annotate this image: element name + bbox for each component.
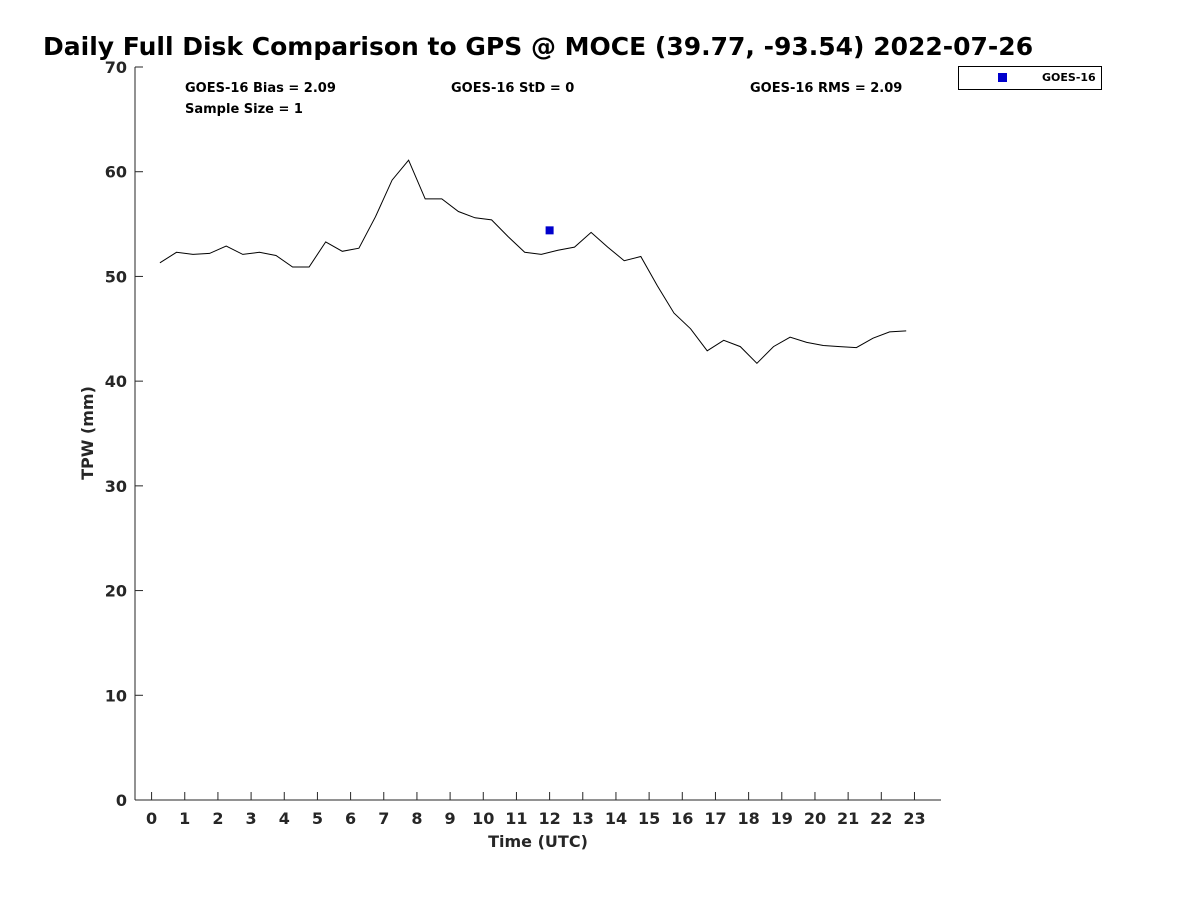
x-tick-label: 0 — [146, 809, 157, 828]
y-axis-ticks: 0 10 20 30 40 50 60 70 — [105, 58, 143, 810]
x-tick-label: 18 — [737, 809, 759, 828]
x-tick-label: 9 — [445, 809, 456, 828]
x-tick-label: 5 — [312, 809, 323, 828]
x-tick-label: 3 — [246, 809, 257, 828]
stat-bias: GOES-16 Bias = 2.09 — [185, 81, 336, 96]
x-tick-label: 19 — [771, 809, 793, 828]
y-tick-label: 0 — [116, 791, 127, 810]
x-tick-label: 12 — [538, 809, 560, 828]
y-tick-label: 30 — [105, 477, 127, 496]
stat-sample-size: Sample Size = 1 — [185, 102, 303, 117]
y-axis-label: TPW (mm) — [78, 386, 97, 480]
x-tick-label: 4 — [279, 809, 290, 828]
x-tick-label: 10 — [472, 809, 494, 828]
series-layer — [159, 159, 907, 365]
x-tick-label: 22 — [870, 809, 892, 828]
x-tick-label: 17 — [704, 809, 726, 828]
axes — [134, 67, 941, 801]
stat-rms: GOES-16 RMS = 2.09 — [750, 81, 902, 96]
y-tick-label: 60 — [105, 163, 127, 182]
x-tick-label: 20 — [804, 809, 826, 828]
x-tick-label: 7 — [378, 809, 389, 828]
y-tick-label: 40 — [105, 372, 127, 391]
x-tick-label: 21 — [837, 809, 859, 828]
gps-tpw-line — [159, 159, 907, 365]
x-tick-label: 14 — [605, 809, 627, 828]
y-tick-label: 50 — [105, 267, 127, 286]
x-tick-label: 8 — [411, 809, 422, 828]
x-axis-ticks: 0 1 2 3 4 5 6 7 8 9 10 11 12 13 14 15 16 17 18 19 20 21 22 23 — [146, 792, 926, 828]
goes16-data-point — [545, 226, 554, 235]
legend-box — [958, 66, 1102, 90]
x-tick-label: 6 — [345, 809, 356, 828]
x-tick-label: 2 — [212, 809, 223, 828]
y-tick-label: 70 — [105, 58, 127, 77]
y-tick-label: 20 — [105, 582, 127, 601]
x-tick-label: 15 — [638, 809, 660, 828]
legend-label-goes16: GOES-16 — [1042, 71, 1096, 84]
x-tick-label: 23 — [903, 809, 925, 828]
x-tick-label: 16 — [671, 809, 693, 828]
stat-std: GOES-16 StD = 0 — [451, 81, 574, 96]
y-tick-label: 10 — [105, 686, 127, 705]
x-axis-label: Time (UTC) — [488, 832, 588, 851]
x-tick-label: 11 — [505, 809, 527, 828]
legend-marker-square-icon — [998, 73, 1007, 82]
x-tick-label: 13 — [572, 809, 594, 828]
legend: GOES-16 — [958, 66, 1102, 90]
x-tick-label: 1 — [179, 809, 190, 828]
chart-title: Daily Full Disk Comparison to GPS @ MOCE… — [43, 32, 1033, 61]
